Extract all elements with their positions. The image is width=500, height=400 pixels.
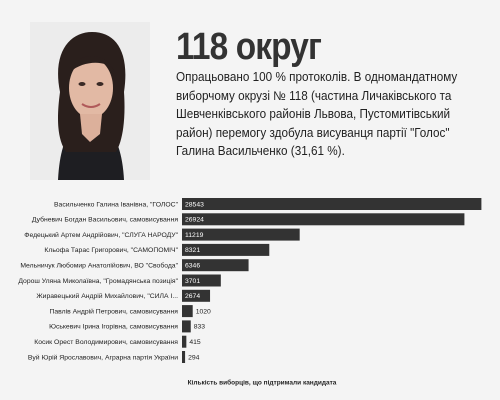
x-axis-label: Кількість виборців, що підтримали кандид… <box>188 379 337 387</box>
value-label: 294 <box>188 354 200 361</box>
bar <box>182 259 249 272</box>
category-label: Павлів Андрій Петрович, самовисування <box>49 307 178 315</box>
value-label: 415 <box>189 339 201 346</box>
category-label: Дорош Уляна Миколаївна, "Громадянська по… <box>18 277 178 285</box>
value-label: 28543 <box>185 201 204 208</box>
bar <box>182 228 300 241</box>
bar <box>182 213 465 226</box>
bar <box>182 335 187 348</box>
category-label: Дубневич Богдан Васильович, самовисуванн… <box>32 216 178 224</box>
value-label: 6346 <box>185 262 200 269</box>
category-label: Федецький Артем Андрійович, "СЛУГА НАРОД… <box>24 231 178 239</box>
category-label: Васильченко Галина Іванівна, "ГОЛОС" <box>54 200 179 208</box>
value-label: 1020 <box>196 308 211 315</box>
category-label: Жиравецький Андрій Михайлович, "СИЛА І..… <box>36 292 178 300</box>
category-label: Косик Орест Володимирович, самовисування <box>34 339 178 346</box>
title: 118 округ <box>176 26 322 68</box>
value-label: 833 <box>194 324 206 331</box>
category-label: Мельничук Любомир Анатолійович, ВО "Своб… <box>20 261 178 269</box>
value-label: 3701 <box>185 278 200 285</box>
bar <box>182 198 482 210</box>
photo <box>30 22 150 180</box>
value-label: 2674 <box>185 293 200 300</box>
chart: Васильченко Галина Іванівна, "ГОЛОС" 2854… <box>18 198 482 387</box>
category-label: Кльофа Тарас Григорович, "САМОПОМІЧ" <box>44 247 178 254</box>
bar <box>182 243 270 256</box>
bar <box>182 305 193 318</box>
value-label: 8321 <box>185 247 200 254</box>
bar <box>182 289 211 302</box>
bar <box>182 274 221 287</box>
category-label: Юськевич Ірина Ігорівна, самовисування <box>49 323 178 331</box>
value-label: 11219 <box>185 232 204 239</box>
bar <box>182 351 186 363</box>
category-label: Вуй Юрій Ярославович, Аграрна партія Укр… <box>28 353 178 361</box>
description: Опрацьовано 100 % протоколів. В одноманд… <box>176 70 458 158</box>
value-label: 26924 <box>185 217 204 224</box>
bar <box>182 320 191 333</box>
